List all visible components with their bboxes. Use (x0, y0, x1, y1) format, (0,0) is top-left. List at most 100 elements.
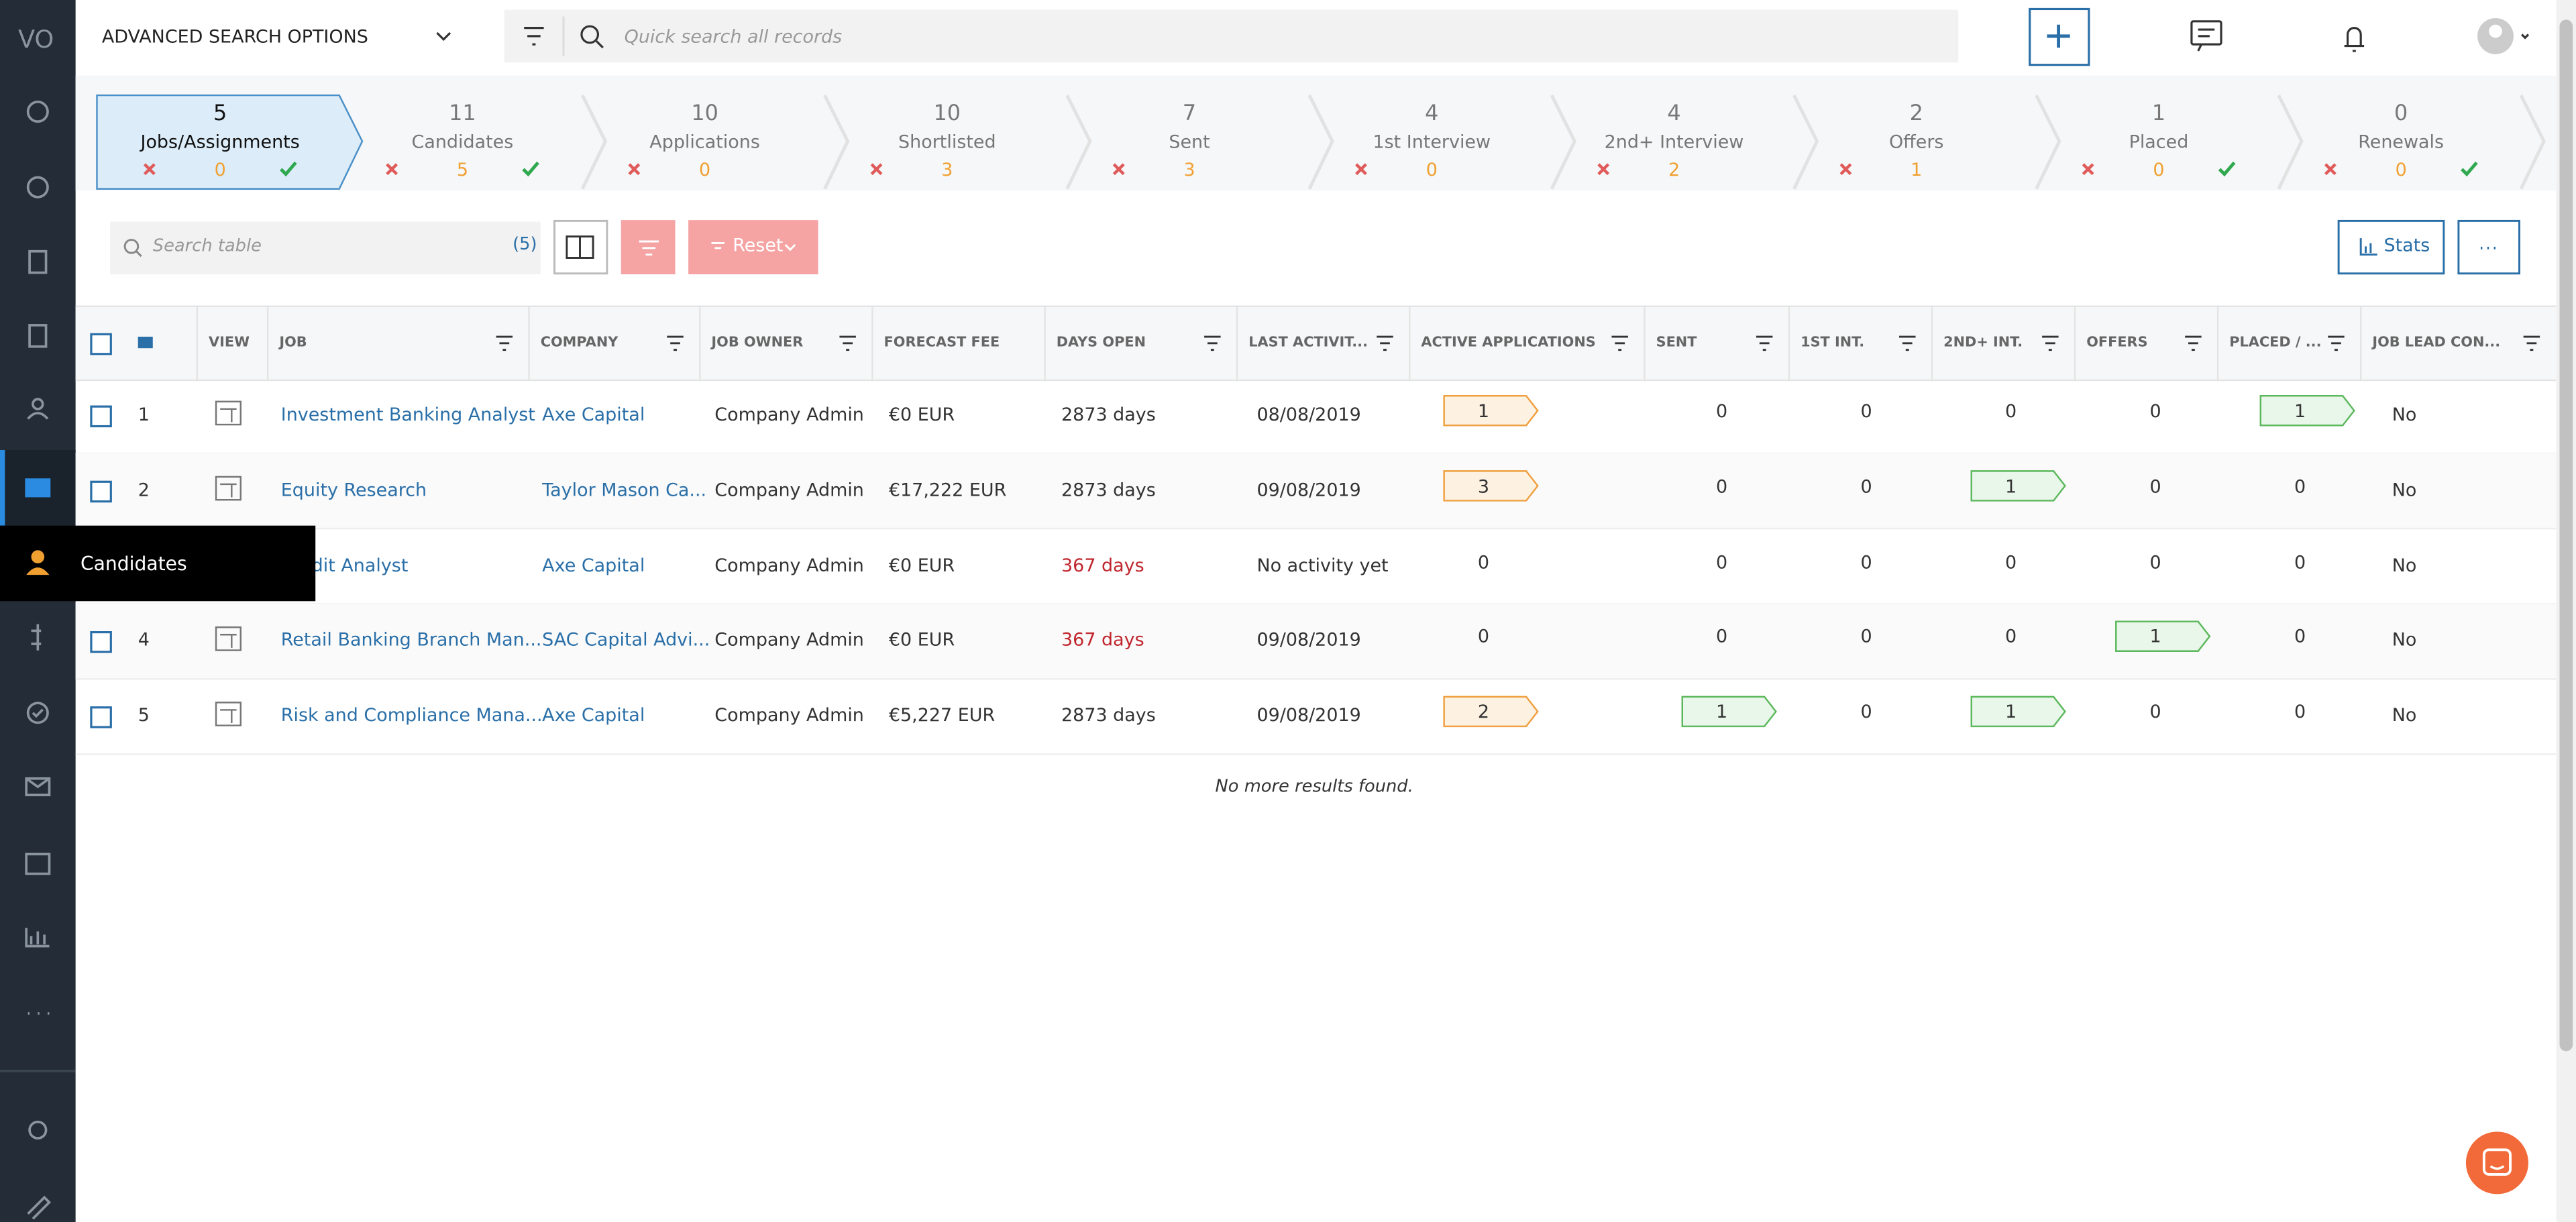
offers-count: 0 (2149, 551, 2161, 573)
company-link[interactable]: Axe Capital (542, 554, 645, 576)
check-icon (280, 161, 297, 177)
int2-count: 0 (2004, 400, 2017, 423)
stage-pending: 0 (699, 159, 711, 181)
job-link[interactable]: Investment Banking Analyst (280, 404, 535, 426)
column-header: LAST ACTIVIT... (1248, 335, 1368, 352)
sent-count: 0 (1715, 626, 1728, 648)
stats-button[interactable]: Stats (2383, 235, 2430, 257)
company-link[interactable]: Axe Capital (542, 705, 645, 726)
row-checkbox (90, 405, 112, 428)
stage-separator (1792, 94, 1819, 190)
placed-count: 0 (2294, 476, 2306, 498)
stage-label: Jobs/Assignments (140, 131, 300, 153)
column-header: PLACED / ... (2229, 335, 2322, 352)
column-header: JOB (279, 335, 307, 352)
company-link[interactable]: Axe Capital (542, 404, 645, 426)
days-open: 367 days (1061, 629, 1144, 651)
row-stripe (75, 453, 2557, 529)
scrollbar-thumb[interactable] (2559, 19, 2573, 1052)
stage-count: 4 (1667, 101, 1681, 127)
int1-count: 0 (1860, 551, 1872, 573)
table-search[interactable] (110, 221, 541, 274)
select-all-checkbox (90, 333, 112, 355)
job-owner: Company Admin (714, 629, 864, 651)
job-owner: Company Admin (714, 479, 864, 501)
reset-button[interactable]: Reset (733, 235, 784, 257)
job-lead: No (2392, 479, 2417, 501)
active-stage (96, 94, 364, 190)
active-count: 2 (1477, 702, 1490, 724)
stage-label: Candidates (411, 131, 514, 153)
column-filter-icon (2328, 335, 2345, 351)
job-lead: No (2392, 629, 2417, 651)
row-checkbox (90, 706, 112, 728)
tooltip-label: Candidates (80, 551, 187, 575)
reject-icon (870, 163, 883, 176)
svg-text:VO: VO (18, 25, 54, 54)
type-icon (138, 337, 153, 349)
view-icon-detail (220, 483, 237, 498)
job-owner: Company Admin (714, 705, 864, 726)
column-header: JOB LEAD CON... (2372, 335, 2501, 352)
row-number: 2 (138, 479, 150, 501)
company-link[interactable]: SAC Capital Advi... (542, 629, 710, 651)
int1-count: 0 (1860, 626, 1872, 648)
column-header: DAYS OPEN (1056, 335, 1146, 352)
column-filter-icon (1756, 335, 1773, 351)
job-link[interactable]: Retail Banking Branch Man... (280, 629, 542, 651)
forecast-fee: €0 EUR (888, 554, 955, 576)
stage-label: Applications (649, 131, 760, 153)
column-filter-icon (1377, 335, 1393, 351)
column-header: FORECAST FEE (883, 335, 1000, 352)
active-count: 1 (1477, 400, 1490, 423)
column-filter-icon (1204, 335, 1221, 351)
int2-count: 1 (2004, 702, 2017, 724)
last-activity: 09/08/2019 (1256, 629, 1361, 651)
reject-icon (1355, 163, 1367, 176)
job-lead: No (2392, 705, 2417, 726)
stage-pending: 2 (1668, 159, 1680, 181)
stage-pending: 0 (2395, 159, 2407, 181)
row-number: 1 (138, 404, 150, 426)
column-filter-icon (839, 335, 856, 351)
stage-count: 7 (1182, 101, 1197, 127)
forecast-fee: €5,227 EUR (888, 705, 996, 726)
column-filter-icon (2185, 335, 2202, 351)
quick-search-input[interactable]: Quick search all records (624, 26, 843, 48)
column-filter-icon (2523, 335, 2540, 351)
placed-count: 0 (2294, 551, 2306, 573)
stage-label: Renewals (2358, 131, 2445, 153)
advanced-search-options[interactable]: ADVANCED SEARCH OPTIONS (101, 26, 368, 48)
stage-pending: 3 (1183, 159, 1195, 181)
forecast-fee: €0 EUR (888, 629, 955, 651)
reject-icon (386, 163, 398, 176)
company-link[interactable]: Taylor Mason Ca... (542, 479, 707, 501)
sidebar-tooltip (0, 525, 316, 602)
job-owner: Company Admin (714, 404, 864, 426)
stage-separator (1307, 94, 1334, 190)
placed-count: 1 (2294, 400, 2306, 423)
chat-button[interactable] (2464, 1130, 2530, 1196)
stage-label: Offers (1888, 131, 1944, 153)
view-icon-detail (220, 709, 237, 724)
stage-separator (1550, 94, 1577, 190)
job-link[interactable]: Risk and Compliance Mana... (280, 705, 543, 726)
stage-separator (823, 94, 850, 190)
job-link[interactable]: Equity Research (280, 479, 427, 501)
offers-count: 1 (2149, 626, 2161, 648)
stage-separator (2519, 94, 2546, 190)
int2-count: 1 (2004, 476, 2017, 498)
stage-pending: 0 (214, 159, 226, 181)
column-header: JOB OWNER (711, 335, 804, 352)
days-open: 2873 days (1061, 404, 1156, 426)
stage-pending: 0 (2153, 159, 2165, 181)
forecast-fee: €0 EUR (888, 404, 955, 426)
view-icon (215, 702, 242, 726)
stage-count: 2 (1909, 101, 1923, 127)
row-number: 5 (138, 705, 150, 726)
toolbar-icons (123, 219, 2520, 275)
view-icon-detail (220, 408, 237, 423)
stage-pending: 3 (941, 159, 953, 181)
